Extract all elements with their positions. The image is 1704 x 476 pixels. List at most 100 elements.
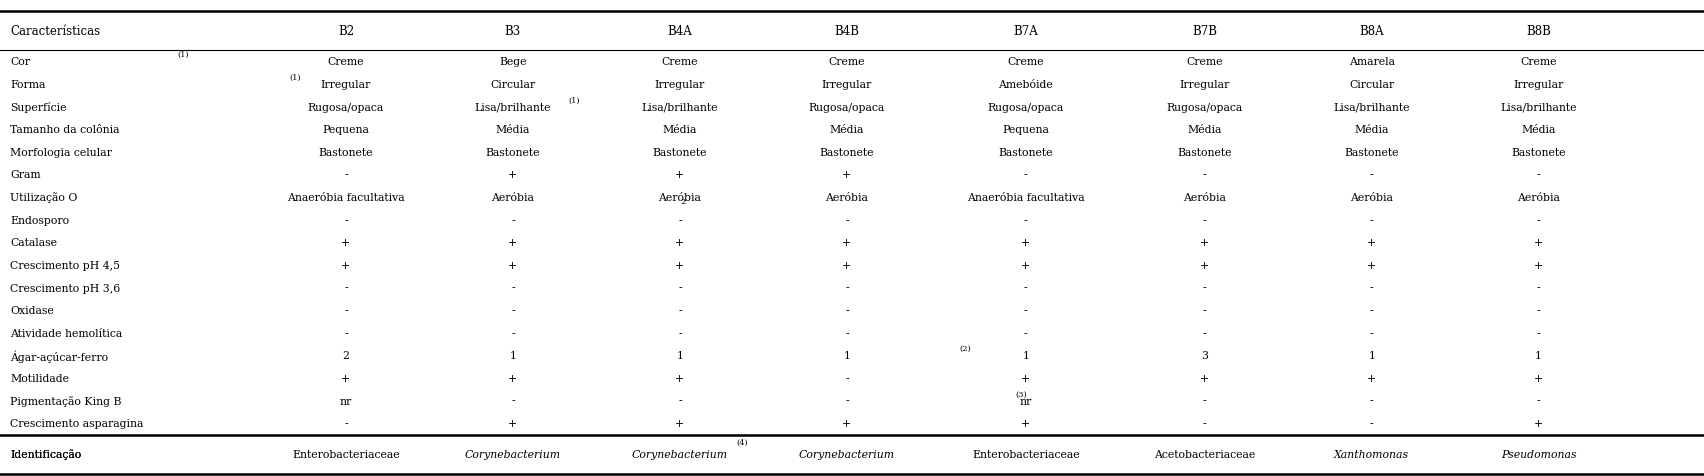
Text: Enterobacteriaceae: Enterobacteriaceae	[971, 449, 1080, 459]
Text: Rugosa/opaca: Rugosa/opaca	[308, 102, 383, 112]
Text: -: -	[1024, 215, 1028, 225]
Text: -: -	[678, 283, 682, 293]
Text: -: -	[845, 306, 849, 316]
Text: Cor: Cor	[10, 57, 31, 67]
Text: Creme: Creme	[327, 57, 365, 67]
Text: -: -	[511, 328, 515, 338]
Text: Pseudomonas: Pseudomonas	[1501, 449, 1576, 459]
Text: 3: 3	[1201, 351, 1208, 361]
Text: Aeróbia: Aeróbia	[658, 193, 702, 203]
Text: Bastonete: Bastonete	[653, 148, 707, 158]
Text: Lisa/brilhante: Lisa/brilhante	[1501, 102, 1576, 112]
Text: +: +	[341, 373, 351, 383]
Text: -: -	[1370, 396, 1373, 406]
Text: Lisa/brilhante: Lisa/brilhante	[1334, 102, 1409, 112]
Text: Bastonete: Bastonete	[999, 148, 1053, 158]
Text: Creme: Creme	[661, 57, 699, 67]
Text: Pequena: Pequena	[322, 125, 370, 135]
Text: Xanthomonas: Xanthomonas	[1334, 449, 1409, 459]
Text: -: -	[511, 396, 515, 406]
Text: B8B: B8B	[1527, 25, 1551, 38]
Text: Gram: Gram	[10, 170, 41, 180]
Text: +: +	[508, 238, 518, 248]
Text: (1): (1)	[177, 51, 189, 59]
Text: Creme: Creme	[828, 57, 866, 67]
Text: +: +	[675, 238, 685, 248]
Text: -: -	[1024, 306, 1028, 316]
Text: -: -	[845, 328, 849, 338]
Text: -: -	[1537, 215, 1540, 225]
Text: Rugosa/opaca: Rugosa/opaca	[1167, 102, 1242, 112]
Text: Corynebacterium: Corynebacterium	[799, 449, 895, 459]
Text: Crescimento asparagina: Crescimento asparagina	[10, 418, 143, 428]
Text: -: -	[1203, 396, 1206, 406]
Text: Bastonete: Bastonete	[1511, 148, 1566, 158]
Text: +: +	[1021, 238, 1031, 248]
Text: 1: 1	[676, 351, 683, 361]
Text: Enterobacteriaceae: Enterobacteriaceae	[291, 449, 400, 459]
Text: +: +	[675, 373, 685, 383]
Text: +: +	[341, 260, 351, 270]
Text: Aeróbia: Aeróbia	[825, 193, 869, 203]
Text: (4): (4)	[736, 437, 748, 446]
Text: +: +	[842, 418, 852, 428]
Text: +: +	[675, 170, 685, 180]
Text: +: +	[508, 170, 518, 180]
Text: Aeróbia: Aeróbia	[491, 193, 535, 203]
Text: Superfície: Superfície	[10, 102, 66, 113]
Text: Bastonete: Bastonete	[820, 148, 874, 158]
Text: +: +	[1021, 260, 1031, 270]
Text: B7A: B7A	[1014, 25, 1038, 38]
Text: Aeróbia: Aeróbia	[1517, 193, 1561, 203]
Text: +: +	[341, 238, 351, 248]
Text: -: -	[344, 283, 348, 293]
Text: Média: Média	[496, 125, 530, 135]
Text: Anaeróbia facultativa: Anaeróbia facultativa	[966, 193, 1085, 203]
Text: -: -	[678, 396, 682, 406]
Text: 2: 2	[343, 351, 349, 361]
Text: Rugosa/opaca: Rugosa/opaca	[809, 102, 884, 112]
Text: B4A: B4A	[668, 25, 692, 38]
Text: 2: 2	[680, 198, 685, 206]
Text: Crescimento pH 3,6: Crescimento pH 3,6	[10, 283, 121, 293]
Text: Bastonete: Bastonete	[319, 148, 373, 158]
Text: (2): (2)	[959, 345, 971, 352]
Text: B8A: B8A	[1360, 25, 1384, 38]
Text: -: -	[678, 215, 682, 225]
Text: -: -	[1370, 328, 1373, 338]
Text: Morfologia celular: Morfologia celular	[10, 148, 112, 158]
Text: -: -	[1370, 283, 1373, 293]
Text: Creme: Creme	[1520, 57, 1557, 67]
Text: Identificação: Identificação	[10, 449, 82, 459]
Text: -: -	[1024, 283, 1028, 293]
Text: +: +	[1200, 238, 1210, 248]
Text: -: -	[1370, 170, 1373, 180]
Text: +: +	[675, 418, 685, 428]
Text: -: -	[1203, 418, 1206, 428]
Text: Irregular: Irregular	[1513, 80, 1564, 90]
Text: -: -	[1537, 170, 1540, 180]
Text: Crescimento pH 4,5: Crescimento pH 4,5	[10, 260, 121, 270]
Text: -: -	[845, 283, 849, 293]
Text: +: +	[1200, 260, 1210, 270]
Text: Utilização O: Utilização O	[10, 192, 78, 203]
Text: -: -	[344, 306, 348, 316]
Text: -: -	[1370, 418, 1373, 428]
Text: Média: Média	[830, 125, 864, 135]
Text: Irregular: Irregular	[654, 80, 705, 90]
Text: +: +	[508, 260, 518, 270]
Text: Bege: Bege	[499, 57, 527, 67]
Text: Bastonete: Bastonete	[486, 148, 540, 158]
Text: +: +	[1534, 238, 1544, 248]
Text: Creme: Creme	[1007, 57, 1045, 67]
Text: B2: B2	[337, 25, 354, 38]
Text: -: -	[511, 215, 515, 225]
Text: Oxidase: Oxidase	[10, 306, 55, 316]
Text: Circular: Circular	[491, 80, 535, 90]
Text: -: -	[344, 328, 348, 338]
Text: -: -	[1537, 328, 1540, 338]
Text: (3): (3)	[1016, 389, 1028, 397]
Text: +: +	[508, 418, 518, 428]
Text: Tamanho da colônia: Tamanho da colônia	[10, 125, 119, 135]
Text: 1: 1	[1535, 351, 1542, 361]
